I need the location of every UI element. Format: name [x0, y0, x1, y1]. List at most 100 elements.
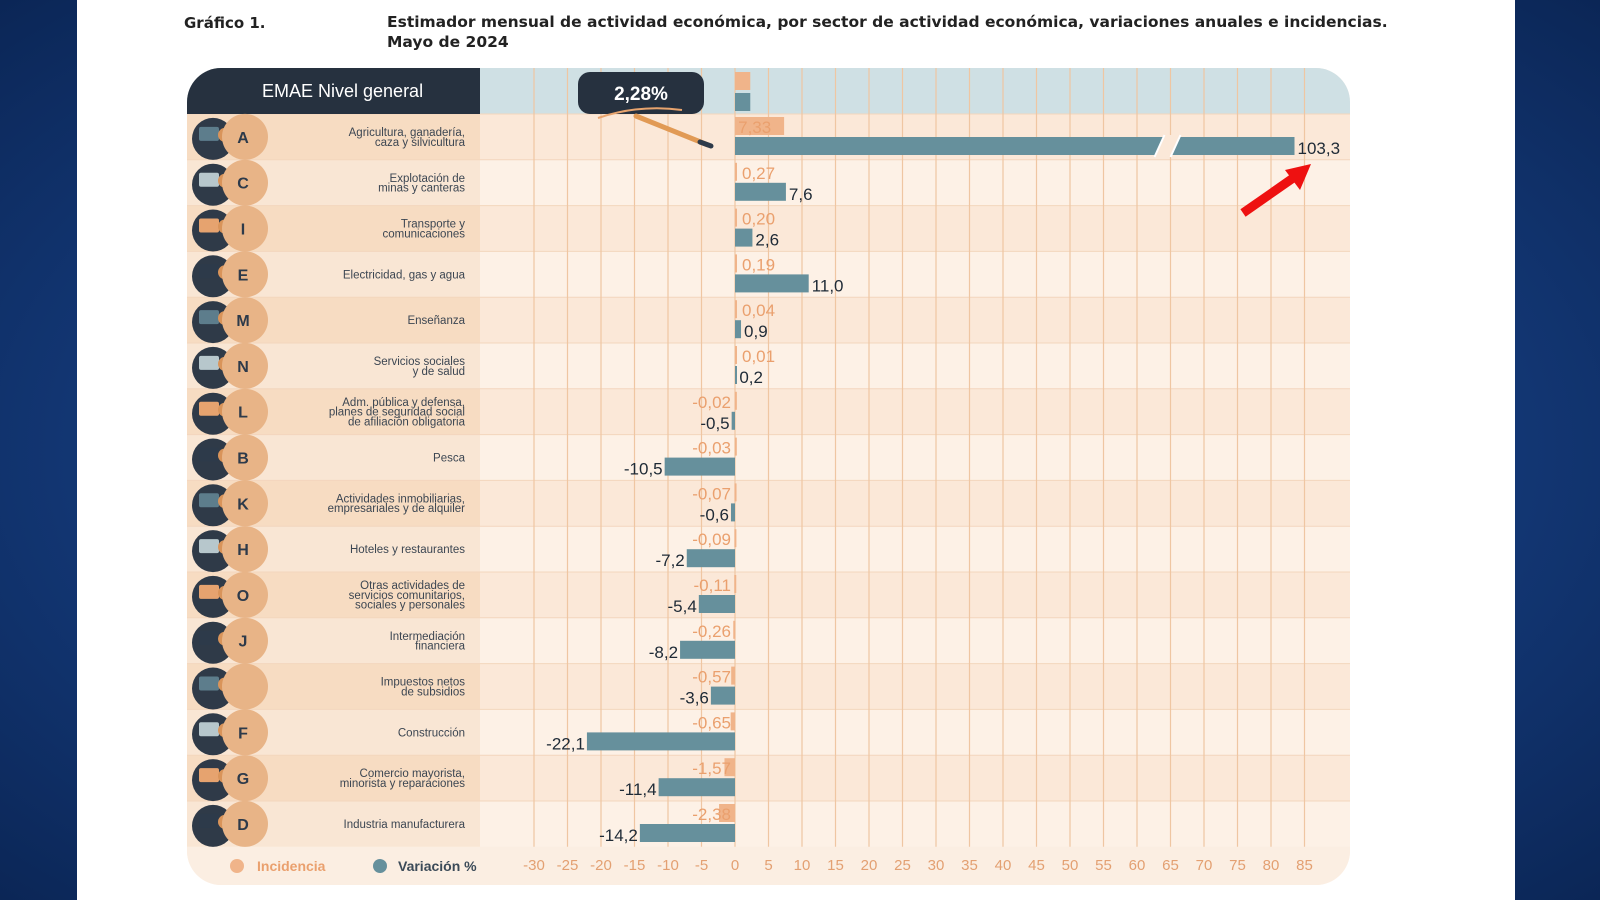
x-tick-label: 40 [995, 857, 1012, 874]
fishing-icon-part [199, 447, 219, 462]
sector-name: comunicaciones [383, 228, 466, 240]
x-tick-label: 70 [1196, 857, 1213, 874]
legend-incidence-swatch [230, 859, 244, 873]
incidence-label: 0,19 [742, 255, 775, 274]
code-badge [222, 388, 268, 435]
variation-bar [639, 824, 735, 842]
row-background [480, 205, 1350, 252]
sector-name: Agricultura, ganadería, [349, 127, 465, 139]
sector-name: Construcción [398, 727, 465, 739]
x-tick-label: 75 [1229, 857, 1246, 874]
hotel-icon-part [199, 539, 219, 554]
legend-variation-label: Variación % [398, 858, 477, 874]
incidence-label: 7,33 [738, 118, 771, 137]
x-tick-label: 5 [764, 857, 772, 874]
variation-bar [686, 549, 735, 568]
variation-bar [698, 595, 735, 613]
sector-code: G [237, 771, 249, 788]
government-icon-part [199, 401, 219, 416]
incidence-bar [730, 712, 735, 731]
industry-icon-part [199, 813, 219, 828]
sector-name: caza y silvicultura [375, 137, 466, 149]
code-badge [222, 251, 268, 298]
x-tick-label: -5 [695, 857, 708, 874]
code-badge [222, 755, 268, 802]
total-incidence-bar [735, 72, 751, 90]
sector-code: D [237, 817, 249, 834]
variation-label: -0,5 [700, 414, 729, 433]
incidence-bar [724, 758, 735, 777]
variation-bar [735, 228, 753, 247]
incidence-label: 0,27 [742, 164, 775, 183]
sector-name: minas y canteras [378, 183, 465, 195]
red-arrow-icon [1240, 164, 1311, 217]
variation-label: 2,6 [755, 231, 779, 250]
sector-name: Otras actividades de [360, 580, 465, 592]
variation-bar [735, 137, 1295, 155]
incidence-bar [735, 117, 785, 135]
row-background [480, 159, 1350, 206]
sector-name: y de salud [413, 366, 465, 378]
row-background [480, 617, 1350, 664]
callout-swoosh [597, 107, 683, 119]
variation-label: -5,4 [668, 597, 697, 616]
code-badge [222, 113, 268, 160]
x-tick-label: 50 [1062, 857, 1079, 874]
bank-icon-part [199, 630, 219, 645]
total-variation-bar [735, 93, 751, 111]
incidence-bar [734, 575, 737, 593]
mining-icon-part [199, 172, 219, 187]
incidence-label: -0,07 [692, 484, 731, 503]
total-callout [578, 72, 704, 114]
code-badge [222, 480, 268, 527]
transport-icon-part [199, 218, 219, 233]
variation-bar [735, 182, 786, 201]
variation-label: 11,0 [812, 276, 844, 295]
sector-name: sociales y personales [355, 600, 465, 612]
pencil-tip-icon [697, 139, 714, 149]
variation-label: -0,6 [700, 505, 729, 524]
total-label-block [187, 68, 480, 114]
sector-name: de subsidios [401, 686, 465, 698]
sector-code: O [237, 588, 249, 605]
code-badge [222, 342, 268, 389]
incidence-label: 0,20 [742, 210, 775, 229]
sector-name: Electricidad, gas y agua [343, 269, 466, 281]
sector-code: J [239, 634, 248, 651]
axis-break-mark [1154, 135, 1181, 157]
sector-code: M [236, 313, 249, 330]
variation-bar [735, 274, 809, 293]
incidence-bar [734, 483, 737, 502]
incidence-label: -0,11 [694, 576, 732, 595]
variation-label: 0,9 [744, 322, 768, 341]
row-background [480, 434, 1350, 481]
code-badge [222, 205, 268, 252]
variation-label: 7,6 [789, 185, 813, 204]
variation-label: -8,2 [649, 643, 678, 662]
x-tick-label: 30 [928, 857, 945, 874]
total-label: EMAE Nivel general [262, 81, 423, 101]
sector-code: F [238, 725, 248, 742]
sector-code: H [237, 542, 249, 559]
incidence-bar [735, 300, 737, 319]
sector-code: E [238, 267, 249, 284]
code-badge [222, 159, 268, 206]
code-badge [222, 297, 268, 344]
x-tick-label: 60 [1129, 857, 1146, 874]
incidence-label: -0,03 [692, 439, 731, 458]
legend-variation-swatch [373, 859, 387, 873]
x-tick-label: -20 [590, 857, 612, 874]
sector-name: financiera [415, 641, 465, 653]
sector-name: Explotación de [390, 173, 465, 185]
variation-label: -11,4 [619, 780, 657, 799]
legend-incidence-label: Incidencia [257, 858, 326, 874]
incidence-bar [731, 666, 735, 685]
variation-bar [730, 503, 735, 522]
x-tick-label: 80 [1263, 857, 1280, 874]
sector-name: Actividades inmobiliarias, [336, 493, 465, 505]
row-background [480, 801, 1350, 847]
sector-code: L [238, 405, 248, 422]
x-tick-label: 65 [1162, 857, 1179, 874]
sector-name: empresariales y de alquiler [328, 503, 466, 515]
real-estate-icon-part [199, 493, 219, 508]
